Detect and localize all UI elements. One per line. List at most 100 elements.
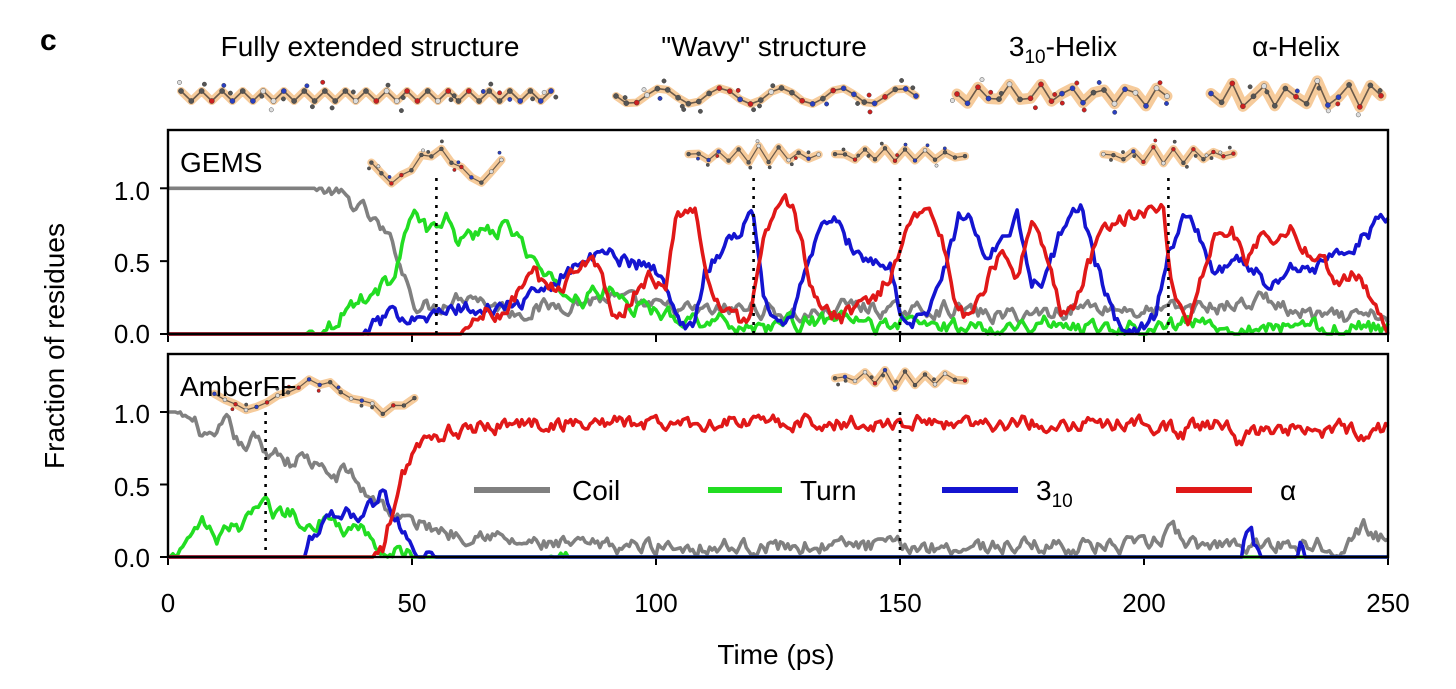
atom — [239, 88, 246, 94]
atom — [1229, 80, 1236, 87]
molecule-image — [1099, 138, 1238, 169]
atom — [1101, 151, 1106, 157]
panel-gems — [160, 128, 1390, 342]
atom — [869, 375, 874, 380]
series-line-coil — [168, 410, 1389, 559]
plot-frame — [166, 352, 1390, 559]
atom — [553, 94, 559, 100]
atom — [1185, 164, 1189, 169]
atom — [1153, 85, 1160, 91]
atom — [1101, 87, 1107, 93]
atom — [1164, 101, 1169, 106]
atom — [1314, 78, 1321, 84]
helix310-label-sub: 10 — [1024, 47, 1045, 68]
panel-amberff — [160, 352, 1390, 565]
atom — [1181, 160, 1186, 166]
atom — [1264, 89, 1270, 95]
atom — [1074, 80, 1080, 86]
atom — [1112, 109, 1118, 115]
atom — [954, 91, 960, 97]
atom — [799, 98, 806, 104]
atom — [872, 381, 878, 386]
atom — [962, 378, 968, 383]
atom — [934, 163, 939, 168]
atom — [439, 139, 444, 144]
atom — [1218, 99, 1225, 106]
atom — [1231, 151, 1236, 156]
atom — [412, 395, 417, 401]
atom — [1211, 149, 1216, 155]
atom — [1121, 150, 1125, 155]
atom — [1111, 100, 1118, 107]
x-tick-label: 150 — [878, 588, 921, 618]
atom — [1059, 100, 1065, 106]
atom — [229, 98, 236, 104]
atom — [259, 93, 265, 99]
atom — [706, 90, 712, 97]
atom — [244, 402, 249, 407]
atom — [932, 377, 936, 382]
atom — [1378, 92, 1384, 99]
atom — [322, 88, 328, 94]
atom — [767, 165, 772, 170]
molecule-image — [830, 141, 970, 168]
atom — [311, 98, 318, 104]
atom — [1059, 90, 1065, 97]
atom — [254, 404, 259, 410]
atom — [862, 147, 868, 152]
atom — [1143, 103, 1149, 109]
atom — [1172, 139, 1177, 144]
atom — [1052, 92, 1058, 97]
atom — [1209, 156, 1214, 161]
atom — [227, 90, 233, 96]
atom — [1221, 154, 1226, 159]
y-tick-label: 0.5 — [114, 248, 150, 278]
legend-label-310: 310 — [1036, 475, 1073, 512]
atom — [439, 146, 444, 152]
atom — [716, 85, 723, 91]
atom — [541, 90, 547, 95]
atom — [497, 150, 502, 155]
atom — [1006, 81, 1013, 88]
panel-title-gems: GEMS — [180, 147, 262, 178]
atom — [882, 146, 888, 151]
atom — [198, 88, 205, 94]
atom — [1335, 94, 1342, 100]
atom — [789, 89, 795, 96]
atom — [657, 96, 663, 101]
atom — [221, 83, 227, 88]
atom — [975, 84, 981, 90]
atom — [486, 88, 493, 94]
atom — [452, 167, 457, 172]
atom — [1171, 146, 1176, 152]
atom — [178, 88, 184, 94]
atom — [1157, 80, 1163, 86]
atom — [952, 155, 958, 160]
atom — [852, 378, 858, 384]
atom — [385, 82, 391, 88]
atom — [488, 81, 494, 87]
atom — [435, 98, 441, 104]
atom — [317, 382, 322, 388]
atom — [401, 403, 407, 408]
atom — [988, 89, 994, 95]
x-axis-title: Time (ps) — [717, 639, 834, 670]
atom — [455, 98, 462, 104]
atom — [1069, 85, 1076, 92]
molecule-image — [612, 78, 920, 115]
atom — [675, 94, 681, 101]
atom — [1096, 80, 1102, 85]
atom — [913, 93, 919, 99]
atom — [685, 100, 692, 107]
atom — [1367, 82, 1374, 89]
atom — [789, 162, 794, 167]
atom — [1325, 108, 1331, 114]
atom — [894, 379, 898, 384]
atom — [301, 88, 308, 94]
atom — [449, 160, 454, 166]
structure-label-alpha: α-Helix — [1252, 31, 1340, 62]
atom — [1261, 83, 1267, 89]
atom — [1033, 105, 1038, 111]
molecule-image — [210, 375, 419, 419]
